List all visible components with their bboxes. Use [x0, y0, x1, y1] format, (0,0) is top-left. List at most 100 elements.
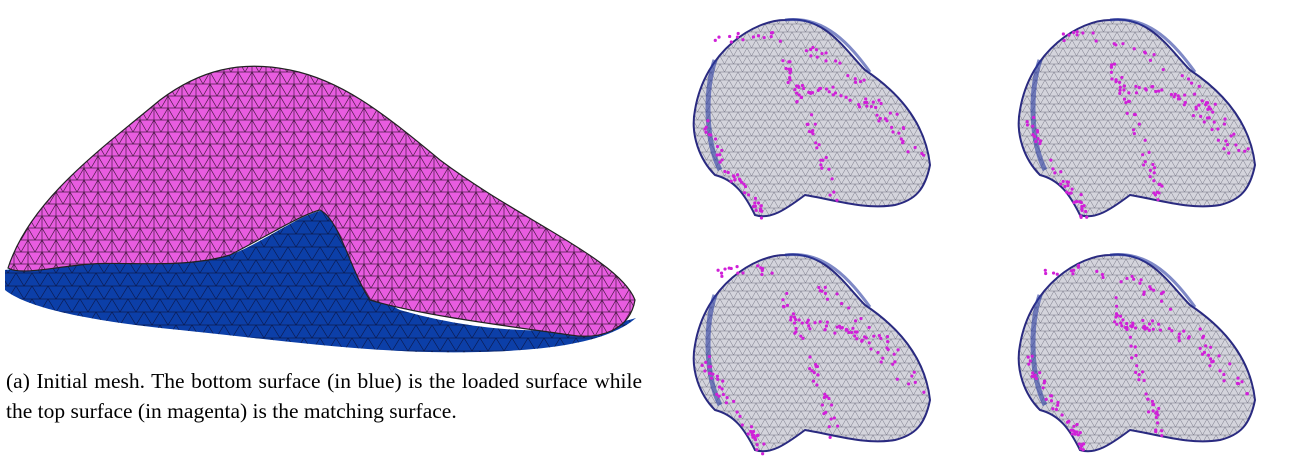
match-point [1044, 269, 1047, 272]
match-point [789, 318, 792, 321]
match-point [728, 35, 731, 38]
match-point [1162, 291, 1165, 294]
match-point [753, 201, 756, 204]
match-point [727, 171, 730, 174]
match-point [1147, 151, 1150, 154]
match-point [741, 38, 744, 41]
match-point [845, 96, 848, 99]
match-point [1149, 175, 1152, 178]
match-point [825, 156, 828, 159]
match-point [760, 273, 763, 276]
match-point [755, 209, 758, 212]
match-point [1077, 433, 1080, 436]
match-point [763, 36, 766, 39]
match-point [1148, 285, 1151, 288]
match-point [1036, 130, 1039, 133]
match-point [1050, 399, 1053, 402]
match-point [889, 111, 892, 114]
match-point [720, 387, 723, 390]
match-point [922, 391, 925, 394]
match-point [762, 442, 765, 445]
match-point [813, 321, 816, 324]
match-point [1095, 39, 1098, 42]
match-point [829, 436, 832, 439]
match-point [1118, 81, 1121, 84]
match-point [716, 378, 719, 381]
match-point [1141, 153, 1144, 156]
match-point [1160, 300, 1163, 303]
match-point [1173, 95, 1176, 98]
match-point [754, 438, 757, 441]
match-point [1151, 85, 1154, 88]
match-point [828, 90, 831, 93]
match-point [1052, 271, 1055, 274]
match-point [864, 97, 867, 100]
match-point [715, 393, 718, 396]
match-point [1074, 433, 1077, 436]
match-point [868, 341, 871, 344]
match-point [737, 32, 740, 35]
match-point [1070, 191, 1073, 194]
match-point [756, 434, 759, 437]
match-point [922, 154, 925, 157]
match-point [1036, 137, 1039, 140]
match-point [880, 360, 883, 363]
match-point [1157, 191, 1160, 194]
match-point [1031, 133, 1034, 136]
match-point [1071, 272, 1074, 275]
match-point [1146, 398, 1149, 401]
match-point [795, 91, 798, 94]
match-point [801, 337, 804, 340]
match-point [1154, 90, 1157, 93]
match-point [886, 335, 889, 338]
match-point [815, 48, 818, 51]
match-point [808, 91, 811, 94]
match-point [826, 298, 829, 301]
match-point [1226, 143, 1229, 146]
match-point [1135, 354, 1138, 357]
match-point [1212, 360, 1215, 363]
match-point [1199, 115, 1202, 118]
match-point [1151, 400, 1154, 403]
match-point [730, 40, 733, 43]
match-point [743, 191, 746, 194]
match-point [1084, 210, 1087, 213]
match-point [1209, 357, 1212, 360]
match-point [1162, 68, 1165, 71]
match-point [1199, 327, 1202, 330]
match-point [1152, 403, 1155, 406]
match-point [1224, 139, 1227, 142]
match-point [1208, 105, 1211, 108]
match-point [1056, 401, 1059, 404]
match-point [1246, 392, 1249, 395]
match-point [1177, 94, 1180, 97]
match-point [1209, 346, 1212, 349]
match-point [1110, 77, 1113, 80]
match-point [808, 355, 811, 358]
match-point [1152, 409, 1155, 412]
match-point [893, 353, 896, 356]
match-point [1198, 85, 1201, 88]
match-point [817, 286, 820, 289]
match-point [824, 411, 827, 414]
match-point [1192, 114, 1195, 117]
match-point [823, 396, 826, 399]
match-point [811, 132, 814, 135]
match-point [798, 318, 801, 321]
match-point [1062, 180, 1065, 183]
match-point [1240, 380, 1243, 383]
match-point [1143, 379, 1146, 382]
match-point [1125, 322, 1128, 325]
match-point [1059, 182, 1062, 185]
match-point [1135, 364, 1138, 367]
match-point [709, 372, 712, 375]
match-point [785, 292, 788, 295]
match-point [1043, 381, 1046, 384]
match-point [1115, 305, 1118, 308]
match-point [878, 334, 881, 337]
match-point [1116, 314, 1119, 317]
match-point [1053, 171, 1056, 174]
match-point [1170, 93, 1173, 96]
match-point [839, 94, 842, 97]
match-point [716, 375, 719, 378]
